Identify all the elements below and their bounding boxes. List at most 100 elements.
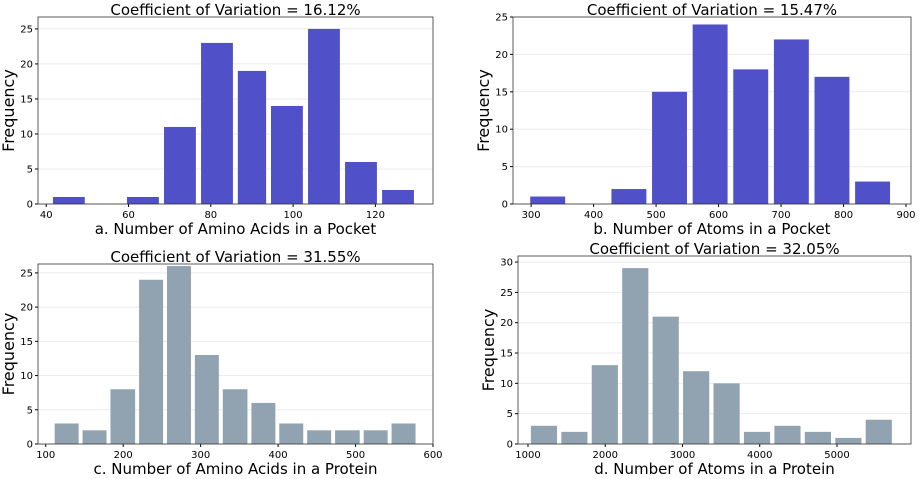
x-tick-label: 4000 — [747, 450, 772, 461]
x-tick-label: 400 — [269, 450, 288, 461]
plot-frame — [512, 16, 912, 205]
bar — [164, 126, 196, 204]
x-tick-label: 500 — [346, 450, 365, 461]
bar — [652, 316, 679, 444]
x-tick-label: 300 — [522, 210, 541, 221]
bar — [814, 76, 850, 204]
chart-title: Coefficient of Variation = 32.05% — [589, 240, 839, 258]
y-tick-label: 30 — [500, 258, 513, 269]
x-tick-label: 900 — [896, 210, 915, 221]
x-tick-label: 5000 — [824, 450, 849, 461]
bar — [743, 431, 771, 444]
bar — [166, 266, 191, 444]
y-tick-label: 15 — [500, 349, 513, 360]
x-tick-label: 700 — [771, 210, 790, 221]
bar — [835, 437, 862, 444]
x-tick-label: 100 — [284, 210, 303, 221]
bar — [308, 28, 340, 204]
bar — [692, 24, 728, 205]
y-tick-label: 20 — [20, 59, 33, 70]
x-tick-label: 2000 — [592, 450, 617, 461]
bar — [345, 161, 377, 204]
x-tick-label: 100 — [36, 450, 55, 461]
bar — [222, 389, 248, 444]
bar — [713, 383, 740, 444]
bar — [201, 42, 233, 205]
y-tick-label: 0 — [27, 440, 33, 451]
y-tick-label: 5 — [27, 164, 33, 175]
bar — [139, 279, 164, 444]
bar — [865, 419, 892, 444]
plot-frame — [37, 16, 434, 205]
y-tick-label: 10 — [495, 125, 508, 136]
y-tick-label: 10 — [500, 379, 513, 390]
x-tick-label: 60 — [122, 210, 135, 221]
x-tick-label: 3000 — [670, 450, 695, 461]
x-tick-label: 800 — [834, 210, 853, 221]
bar — [110, 389, 136, 444]
y-tick-label: 20 — [495, 50, 508, 61]
bar — [363, 430, 388, 444]
chart-title: Coefficient of Variation = 15.47% — [587, 1, 837, 19]
bar — [622, 268, 649, 444]
y-tick-label: 15 — [20, 94, 33, 105]
bar — [804, 431, 831, 444]
plot-frame — [517, 255, 912, 445]
x-axis-label: a. Number of Amino Acids in a Pocket — [95, 220, 377, 238]
y-tick-label: 0 — [502, 200, 508, 211]
bar — [82, 430, 107, 444]
y-axis-label: Frequency — [479, 309, 498, 392]
y-tick-label: 5 — [502, 162, 508, 173]
bar — [530, 425, 558, 444]
y-tick-label: 0 — [507, 440, 513, 451]
x-tick-label: 600 — [709, 210, 728, 221]
x-tick-label: 120 — [366, 210, 385, 221]
bar — [733, 69, 769, 204]
x-tick-label: 200 — [114, 450, 133, 461]
y-tick-label: 5 — [507, 409, 513, 420]
y-tick-label: 15 — [495, 87, 508, 98]
bar — [773, 39, 809, 204]
bar — [251, 402, 276, 444]
bar — [652, 91, 687, 204]
y-tick-label: 5 — [27, 405, 33, 416]
y-axis-label: Frequency — [0, 313, 18, 396]
bar — [279, 423, 304, 444]
bar — [307, 430, 332, 444]
x-axis-label: c. Number of Amino Acids in a Protein — [93, 460, 377, 478]
y-tick-label: 25 — [20, 268, 33, 279]
y-axis-label: Frequency — [0, 69, 18, 152]
y-tick-label: 25 — [500, 288, 513, 299]
bar — [391, 423, 416, 444]
bar — [194, 355, 219, 444]
x-tick-label: 80 — [204, 210, 217, 221]
y-tick-label: 10 — [20, 129, 33, 140]
y-tick-label: 15 — [20, 337, 33, 348]
bar — [52, 196, 85, 204]
y-tick-label: 20 — [20, 303, 33, 314]
plot-frame — [37, 263, 434, 445]
x-tick-label: 600 — [423, 450, 442, 461]
x-tick-label: 300 — [191, 450, 210, 461]
bar — [126, 196, 159, 204]
bar — [591, 365, 618, 444]
chart-title: Coefficient of Variation = 16.12% — [110, 1, 360, 19]
x-tick-label: 40 — [40, 210, 53, 221]
x-tick-label: 1000 — [515, 450, 540, 461]
y-tick-label: 0 — [27, 200, 33, 211]
x-axis-label: d. Number of Atoms in a Protein — [594, 460, 835, 478]
x-axis-label: b. Number of Atoms in a Pocket — [593, 220, 830, 238]
bar — [54, 423, 79, 444]
y-tick-label: 10 — [20, 371, 33, 382]
y-axis-label: Frequency — [474, 69, 493, 152]
x-tick-label: 500 — [647, 210, 666, 221]
bar — [855, 181, 891, 204]
bar — [335, 430, 360, 444]
y-tick-label: 25 — [495, 13, 508, 24]
bar — [271, 105, 303, 204]
bar — [561, 431, 588, 444]
y-tick-label: 20 — [500, 318, 513, 329]
x-tick-label: 400 — [584, 210, 603, 221]
bar — [530, 196, 566, 204]
